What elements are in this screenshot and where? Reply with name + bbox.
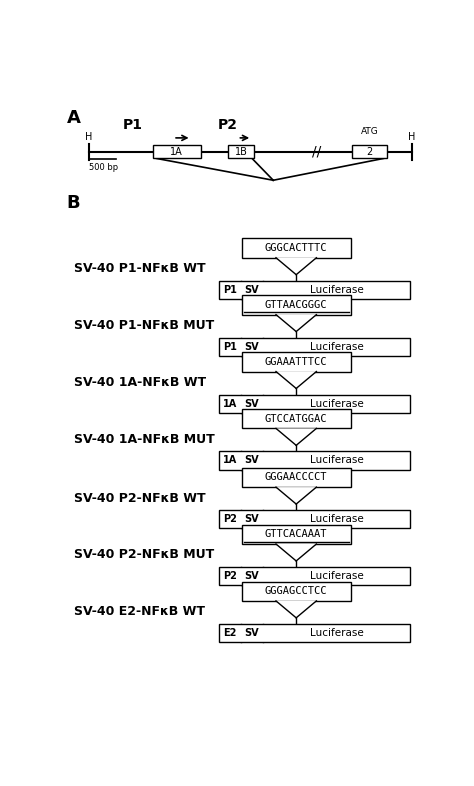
Text: P2: P2 xyxy=(218,118,238,132)
Text: Luciferase: Luciferase xyxy=(310,628,364,638)
Bar xyxy=(242,352,351,372)
Text: Luciferase: Luciferase xyxy=(310,571,364,581)
Bar xyxy=(219,624,410,642)
Text: GGGCACTTTC: GGGCACTTTC xyxy=(265,243,328,253)
Text: GGAAATTTCC: GGAAATTTCC xyxy=(265,357,328,367)
Text: GTTAACGGGC: GTTAACGGGC xyxy=(265,300,328,310)
Bar xyxy=(242,238,351,258)
Text: SV: SV xyxy=(245,628,259,638)
Bar xyxy=(219,338,410,356)
Text: 1A: 1A xyxy=(171,147,183,157)
Text: SV: SV xyxy=(245,514,259,524)
Text: 1B: 1B xyxy=(235,147,247,157)
Polygon shape xyxy=(276,372,317,388)
Text: SV: SV xyxy=(245,455,259,465)
Polygon shape xyxy=(276,601,317,618)
Polygon shape xyxy=(276,487,317,504)
Text: Luciferase: Luciferase xyxy=(310,342,364,351)
Text: //: // xyxy=(312,144,321,158)
Text: 2: 2 xyxy=(366,147,373,157)
Polygon shape xyxy=(276,258,317,274)
Text: Luciferase: Luciferase xyxy=(310,399,364,409)
Text: 1A: 1A xyxy=(223,399,237,409)
Text: GGGAGCCTCC: GGGAGCCTCC xyxy=(265,586,328,597)
Text: P2: P2 xyxy=(223,571,237,581)
Text: P1: P1 xyxy=(223,285,237,295)
Text: P1: P1 xyxy=(123,118,143,132)
Text: Luciferase: Luciferase xyxy=(310,455,364,465)
Text: A: A xyxy=(66,109,81,127)
Bar xyxy=(242,468,351,487)
Text: 1A: 1A xyxy=(223,455,237,465)
Text: P1: P1 xyxy=(223,342,237,351)
Text: H: H xyxy=(85,131,92,141)
Bar xyxy=(228,145,254,159)
Polygon shape xyxy=(276,314,317,332)
Text: SV: SV xyxy=(245,399,259,409)
Text: Luciferase: Luciferase xyxy=(310,285,364,295)
Text: ATG: ATG xyxy=(361,127,379,136)
Text: SV: SV xyxy=(245,571,259,581)
Bar xyxy=(219,395,410,413)
Text: E2: E2 xyxy=(223,628,237,638)
Text: SV-40 E2-NFκB WT: SV-40 E2-NFκB WT xyxy=(74,605,205,619)
Bar xyxy=(242,582,351,601)
Text: SV-40 P1-NFκB MUT: SV-40 P1-NFκB MUT xyxy=(74,319,214,332)
Bar xyxy=(219,510,410,528)
Text: SV-40 P2-NFκB MUT: SV-40 P2-NFκB MUT xyxy=(74,549,214,561)
Bar xyxy=(219,281,410,299)
Text: SV-40 1A-NFκB MUT: SV-40 1A-NFκB MUT xyxy=(74,433,215,446)
Text: SV-40 P2-NFκB WT: SV-40 P2-NFκB WT xyxy=(74,491,206,505)
Text: GTTCACAAAT: GTTCACAAAT xyxy=(265,529,328,539)
Bar xyxy=(219,451,410,469)
Text: Luciferase: Luciferase xyxy=(310,514,364,524)
Text: H: H xyxy=(408,131,416,141)
Bar xyxy=(153,145,201,159)
Polygon shape xyxy=(276,544,317,561)
Text: B: B xyxy=(66,194,80,212)
Text: SV: SV xyxy=(245,285,259,295)
Text: 500 bp: 500 bp xyxy=(89,163,118,171)
Text: GTCCATGGAC: GTCCATGGAC xyxy=(265,413,328,424)
Text: GGGAACCCCT: GGGAACCCCT xyxy=(265,472,328,483)
Polygon shape xyxy=(276,428,317,446)
Text: SV-40 1A-NFκB WT: SV-40 1A-NFκB WT xyxy=(74,376,206,389)
Bar xyxy=(242,524,351,544)
Bar xyxy=(242,409,351,428)
Text: SV: SV xyxy=(245,342,259,351)
Bar xyxy=(219,567,410,585)
Bar xyxy=(352,145,387,159)
Bar xyxy=(242,296,351,314)
Text: P2: P2 xyxy=(223,514,237,524)
Text: SV-40 P1-NFκB WT: SV-40 P1-NFκB WT xyxy=(74,262,206,275)
